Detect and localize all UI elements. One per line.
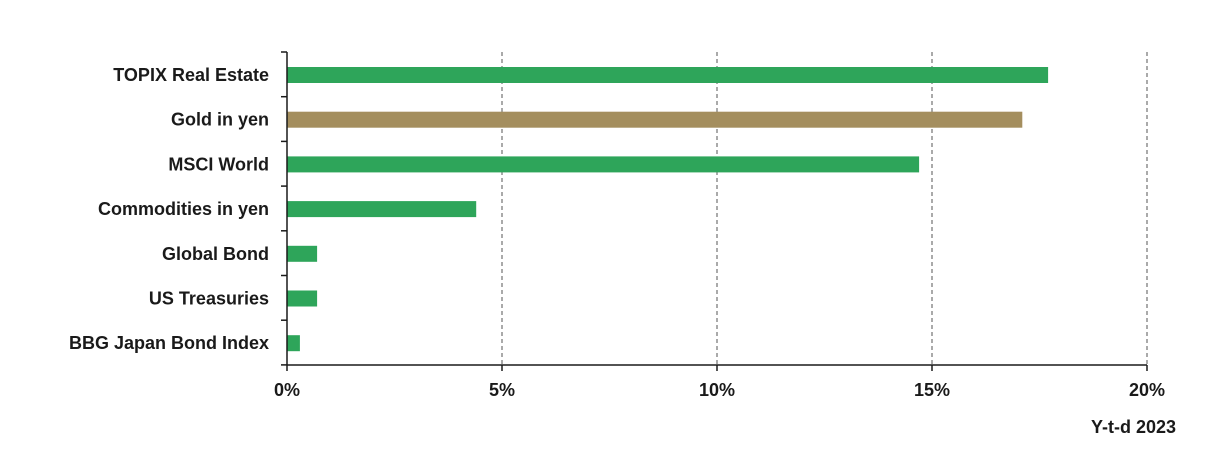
gridlines: [501, 52, 1148, 365]
category-label: BBG Japan Bond Index: [69, 333, 269, 353]
x-tick-label: 10%: [699, 380, 735, 400]
bar-gold-in-yen: [287, 111, 1023, 128]
x-tick-label: 15%: [914, 380, 950, 400]
x-tick-labels: 0% 5% 10% 15% 20%: [274, 380, 1165, 400]
bar-bbg-japan-bond-index: [287, 335, 300, 352]
category-label: Commodities in yen: [98, 199, 269, 219]
bar-commodities-in-yen: [287, 201, 477, 218]
category-label: MSCI World: [168, 154, 269, 174]
category-label: Gold in yen: [171, 110, 269, 130]
x-tick-label: 5%: [489, 380, 515, 400]
bar-us-treasuries: [287, 290, 318, 307]
bars: [287, 67, 1049, 352]
category-labels: TOPIX Real Estate Gold in yen MSCI World Co…: [69, 65, 269, 353]
x-tick-label: 20%: [1129, 380, 1165, 400]
x-axis-title: Y-t-d 2023: [1091, 417, 1176, 437]
x-tick-label: 0%: [274, 380, 300, 400]
category-label: TOPIX Real Estate: [113, 65, 269, 85]
bar-global-bond: [287, 245, 318, 262]
bar-msci-world: [287, 156, 920, 173]
bar-topix-real-estate: [287, 67, 1049, 83]
category-label: Global Bond: [162, 244, 269, 264]
axes: [281, 51, 1148, 371]
category-label: US Treasuries: [149, 289, 269, 309]
